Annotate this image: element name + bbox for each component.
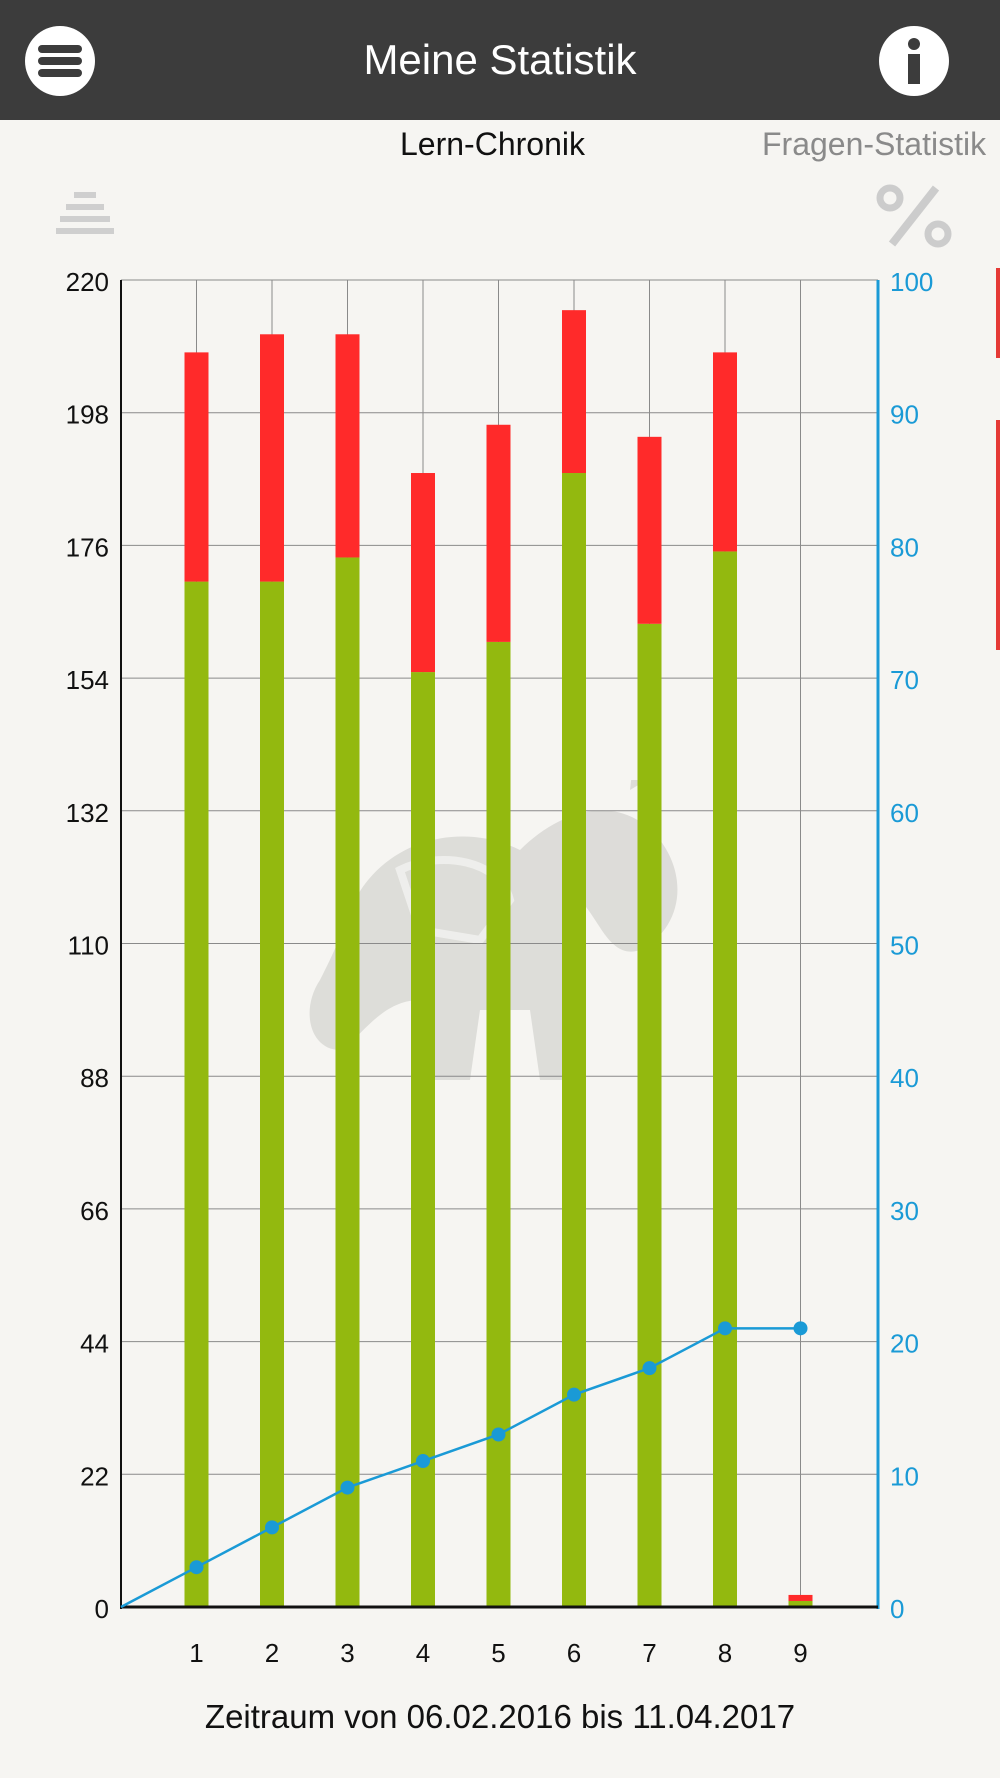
hamburger-menu-icon[interactable] <box>25 26 95 96</box>
app-bar <box>0 0 1000 120</box>
x-tick-label: 4 <box>416 1638 430 1668</box>
y-right-tick-label: 20 <box>890 1329 919 1359</box>
line-point <box>567 1387 581 1402</box>
line-point <box>718 1321 732 1336</box>
bar-segment <box>637 623 662 1607</box>
bar-segment <box>411 672 435 1607</box>
bar-segment <box>713 551 737 1607</box>
y-right-tick-label: 90 <box>890 400 919 430</box>
y-right-tick-label: 70 <box>890 665 919 695</box>
x-tick-label: 6 <box>567 1638 581 1668</box>
line-point <box>491 1427 506 1442</box>
tab-lern-chronik[interactable]: Lern-Chronik <box>400 126 585 162</box>
bar-segment <box>260 334 284 582</box>
y-left-tick-label: 66 <box>80 1196 109 1226</box>
line-point <box>189 1560 204 1575</box>
line-point <box>265 1520 279 1535</box>
tab-fragen-statistik[interactable]: Fragen-Statistik <box>762 126 987 162</box>
bar-segment <box>637 436 662 624</box>
y-right-tick-label: 10 <box>890 1461 919 1491</box>
info-icon[interactable] <box>879 26 949 96</box>
bar-segment <box>260 581 284 1607</box>
y-left-tick-label: 132 <box>66 798 109 828</box>
sort-stack-icon[interactable] <box>56 190 114 236</box>
edge-marker <box>996 420 1000 650</box>
y-right-tick-label: 0 <box>890 1594 904 1624</box>
x-tick-label: 5 <box>491 1638 505 1668</box>
edge-marker <box>996 268 1000 358</box>
y-left-tick-label: 154 <box>66 665 109 695</box>
bar-segment <box>562 310 586 474</box>
bar-chart: 0224466881101321541761982200102030405060… <box>66 267 934 1668</box>
line-point <box>642 1361 657 1376</box>
bar-segment <box>184 581 209 1607</box>
bar-segment <box>486 641 511 1607</box>
bar-segment <box>788 1600 813 1607</box>
line-point <box>416 1454 430 1469</box>
y-left-tick-label: 88 <box>80 1063 109 1093</box>
y-right-tick-label: 50 <box>890 931 919 961</box>
y-right-tick-label: 100 <box>890 267 933 297</box>
y-right-tick-label: 30 <box>890 1196 919 1226</box>
progress-line <box>120 1327 801 1609</box>
y-left-tick-label: 220 <box>66 267 109 297</box>
bar-segment <box>184 352 209 582</box>
x-tick-label: 8 <box>718 1638 732 1668</box>
y-right-tick-label: 80 <box>890 532 919 562</box>
bar-segment <box>562 473 586 1607</box>
y-right-tick-label: 40 <box>890 1063 919 1093</box>
x-tick-label: 7 <box>642 1638 656 1668</box>
bar-segment <box>788 1594 813 1601</box>
line-point <box>793 1321 808 1336</box>
y-left-tick-label: 176 <box>66 532 109 562</box>
x-axis-label: Zeitraum von 06.02.2016 bis 11.04.2017 <box>204 1698 796 1735</box>
line-point <box>340 1480 355 1495</box>
percent-icon[interactable] <box>876 184 952 248</box>
bar-segment <box>335 557 360 1607</box>
bar-segment <box>335 334 360 558</box>
bar-segment <box>713 352 737 552</box>
x-tick-label: 1 <box>189 1638 203 1668</box>
y-left-tick-label: 22 <box>80 1461 109 1491</box>
x-tick-label: 2 <box>265 1638 279 1668</box>
y-right-tick-label: 60 <box>890 798 919 828</box>
y-left-tick-label: 110 <box>68 931 109 961</box>
y-left-tick-label: 0 <box>95 1594 109 1624</box>
page-title: Meine Statistik <box>363 36 637 83</box>
y-left-tick-label: 198 <box>66 400 109 430</box>
x-tick-label: 3 <box>340 1638 354 1668</box>
bar-segment <box>411 473 435 673</box>
x-tick-label: 9 <box>793 1638 807 1668</box>
y-left-tick-label: 44 <box>80 1329 109 1359</box>
bar-segment <box>486 424 511 642</box>
